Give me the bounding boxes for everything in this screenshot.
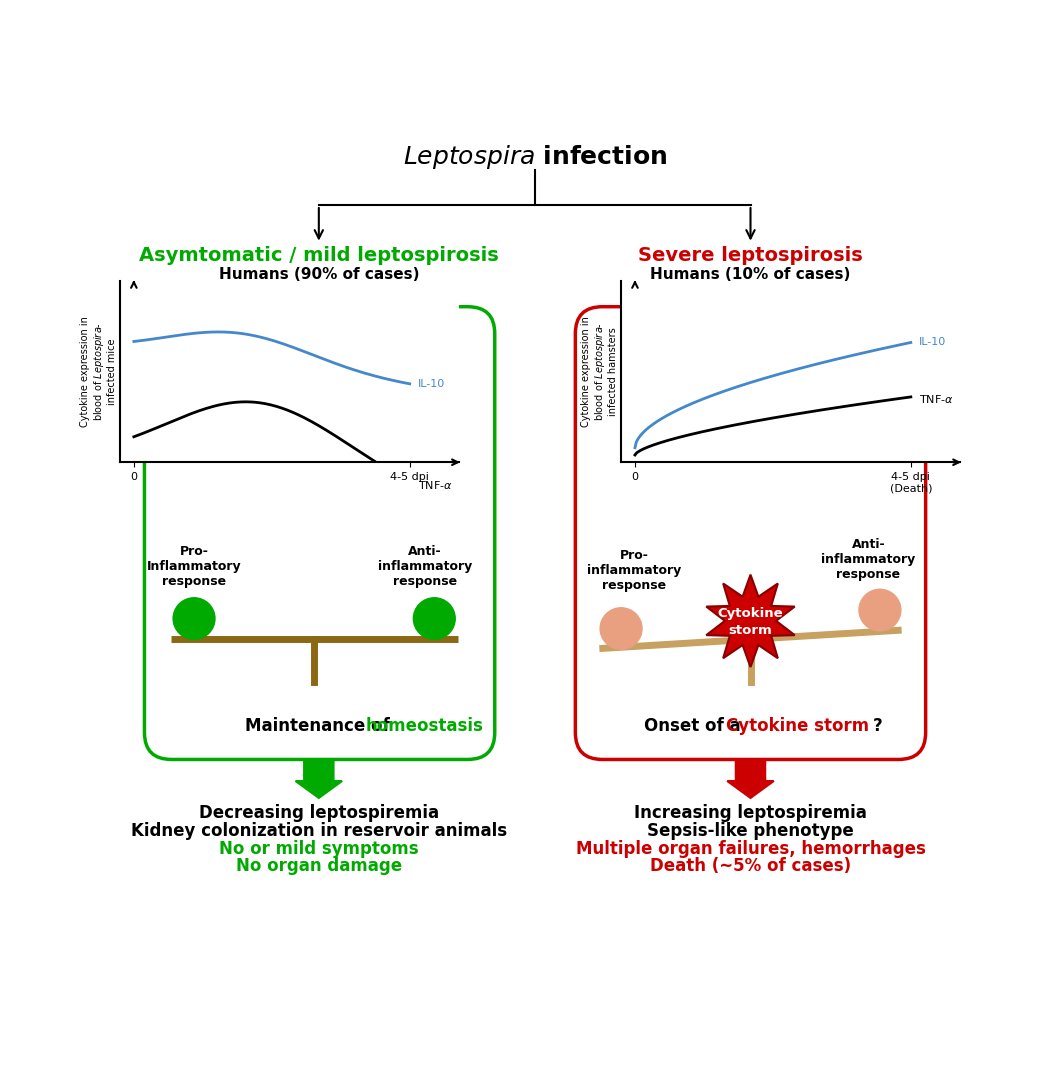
Text: Multiple organ failures, hemorrhages: Multiple organ failures, hemorrhages xyxy=(575,840,925,858)
Text: $\bf{\it{Leptospira}}$ $\bf{infection}$: $\bf{\it{Leptospira}}$ $\bf{infection}$ xyxy=(403,143,667,171)
Circle shape xyxy=(173,597,215,639)
FancyBboxPatch shape xyxy=(575,307,926,759)
Text: $\bf{\it{Leptospira}}$-infected hamsters$^{(2)}$: $\bf{\it{Leptospira}}$-infected hamsters… xyxy=(631,349,871,370)
Y-axis label: Cytokine expression in
blood of $\it{Leptospira}$-
infected hamsters: Cytokine expression in blood of $\it{Lep… xyxy=(580,316,618,427)
Polygon shape xyxy=(707,575,794,667)
Circle shape xyxy=(600,608,642,649)
Text: inflammatory response in: inflammatory response in xyxy=(640,335,860,350)
Text: Anti-
inflammatory
response: Anti- inflammatory response xyxy=(822,538,916,581)
Text: IL-10: IL-10 xyxy=(919,337,946,348)
Text: inflammatory response in: inflammatory response in xyxy=(209,335,429,350)
Text: Increasing leptospiremia: Increasing leptospiremia xyxy=(634,805,867,822)
Text: TNF-$\alpha$: TNF-$\alpha$ xyxy=(919,393,954,405)
Text: Cytokine: Cytokine xyxy=(717,607,783,620)
FancyBboxPatch shape xyxy=(144,307,495,759)
Polygon shape xyxy=(728,760,774,798)
Text: TNF-$\alpha$: TNF-$\alpha$ xyxy=(418,478,453,490)
Text: Humans (90% of cases): Humans (90% of cases) xyxy=(218,267,419,282)
Text: Sepsis-like phenotype: Sepsis-like phenotype xyxy=(647,822,854,840)
Text: Anti-
inflammatory
response: Anti- inflammatory response xyxy=(378,544,472,588)
Text: Severe leptospirosis: Severe leptospirosis xyxy=(638,246,863,266)
Text: Asymtomatic / mild leptospirosis: Asymtomatic / mild leptospirosis xyxy=(139,246,499,266)
Text: No organ damage: No organ damage xyxy=(236,858,402,876)
Y-axis label: Cytokine expression in
blood of $\it{Leptospira}$-
infected mice: Cytokine expression in blood of $\it{Lep… xyxy=(79,316,117,427)
Text: homeostasis: homeostasis xyxy=(365,717,483,735)
Text: Decreasing leptospiremia: Decreasing leptospiremia xyxy=(198,805,438,822)
Text: Maintenance of: Maintenance of xyxy=(245,717,396,735)
Text: Early and strictly regulated: Early and strictly regulated xyxy=(201,318,436,333)
Text: storm: storm xyxy=(729,623,773,636)
Text: Delayed and sustained: Delayed and sustained xyxy=(652,318,848,333)
Text: Kidney colonization in reservoir animals: Kidney colonization in reservoir animals xyxy=(130,822,507,840)
Text: IL-10: IL-10 xyxy=(418,379,445,389)
Text: Death (~5% of cases): Death (~5% of cases) xyxy=(650,858,851,876)
Text: Onset of a: Onset of a xyxy=(643,717,745,735)
Text: $\bf{\it{Leptospira}}$-infected mice$^{(2)}$: $\bf{\it{Leptospira}}$-infected mice$^{(… xyxy=(216,349,422,370)
Text: Pro-
Inflammatory
response: Pro- Inflammatory response xyxy=(147,544,241,588)
Text: Humans (10% of cases): Humans (10% of cases) xyxy=(650,267,851,282)
Circle shape xyxy=(413,597,455,639)
Text: Cytokine storm: Cytokine storm xyxy=(726,717,869,735)
Text: ?: ? xyxy=(873,717,882,735)
Text: Mice, Rats: Mice, Rats xyxy=(275,283,363,298)
Text: Hamsters, susceptible mice$^{(1)}$: Hamsters, susceptible mice$^{(1)}$ xyxy=(623,280,877,301)
Circle shape xyxy=(859,590,901,631)
Text: Pro-
inflammatory
response: Pro- inflammatory response xyxy=(587,549,682,592)
Text: No or mild symptoms: No or mild symptoms xyxy=(219,840,419,858)
Polygon shape xyxy=(295,760,342,798)
